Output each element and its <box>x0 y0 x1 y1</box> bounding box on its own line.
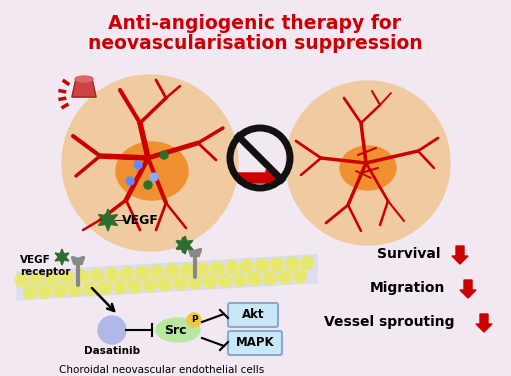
Circle shape <box>83 282 97 296</box>
Circle shape <box>150 173 158 181</box>
Circle shape <box>38 285 52 299</box>
Ellipse shape <box>75 76 93 82</box>
Text: MAPK: MAPK <box>236 337 274 350</box>
Circle shape <box>180 263 194 277</box>
Text: Anti-angiogenic therapy for: Anti-angiogenic therapy for <box>108 14 402 33</box>
Circle shape <box>165 264 179 278</box>
Circle shape <box>105 268 119 282</box>
Text: Migration: Migration <box>369 281 445 295</box>
Circle shape <box>75 269 89 284</box>
Polygon shape <box>72 79 96 97</box>
Circle shape <box>62 75 238 251</box>
Text: —: — <box>113 215 124 225</box>
FancyArrow shape <box>238 170 278 186</box>
Circle shape <box>128 279 142 293</box>
Circle shape <box>195 262 209 276</box>
Circle shape <box>68 283 82 297</box>
Circle shape <box>270 258 284 272</box>
Circle shape <box>53 284 67 298</box>
Circle shape <box>134 161 142 169</box>
Text: Akt: Akt <box>242 308 264 321</box>
Polygon shape <box>176 237 190 253</box>
Circle shape <box>113 280 127 294</box>
Circle shape <box>90 268 104 282</box>
FancyArrow shape <box>452 246 468 264</box>
Text: P: P <box>191 315 197 324</box>
Circle shape <box>15 273 29 287</box>
Circle shape <box>23 285 37 300</box>
Circle shape <box>286 81 450 245</box>
Circle shape <box>293 269 307 284</box>
FancyArrow shape <box>476 314 492 332</box>
Circle shape <box>188 276 202 290</box>
Text: Vessel sprouting: Vessel sprouting <box>324 315 455 329</box>
Circle shape <box>98 316 126 344</box>
Circle shape <box>158 277 172 291</box>
Ellipse shape <box>340 146 396 190</box>
Circle shape <box>300 256 314 270</box>
Circle shape <box>225 261 239 274</box>
Ellipse shape <box>156 318 200 342</box>
Circle shape <box>135 266 149 280</box>
Circle shape <box>160 151 168 159</box>
Text: VEGF
receptor: VEGF receptor <box>20 255 71 277</box>
Circle shape <box>45 271 59 285</box>
Circle shape <box>173 276 187 291</box>
Circle shape <box>278 270 292 284</box>
Text: Survival: Survival <box>377 247 440 261</box>
Circle shape <box>240 259 254 273</box>
FancyBboxPatch shape <box>228 303 278 327</box>
Circle shape <box>263 271 277 285</box>
Ellipse shape <box>116 142 188 200</box>
Polygon shape <box>55 249 69 265</box>
Circle shape <box>233 273 247 287</box>
Polygon shape <box>177 236 193 254</box>
FancyArrow shape <box>460 280 476 298</box>
Circle shape <box>98 281 112 295</box>
Circle shape <box>126 177 134 185</box>
Circle shape <box>285 257 299 271</box>
FancyBboxPatch shape <box>228 331 282 355</box>
Circle shape <box>120 267 134 281</box>
Circle shape <box>150 265 164 279</box>
Circle shape <box>218 274 232 288</box>
Text: neovascularisation suppression: neovascularisation suppression <box>88 34 422 53</box>
Polygon shape <box>99 209 118 231</box>
Circle shape <box>60 270 74 284</box>
Polygon shape <box>17 255 317 300</box>
Text: VEGF: VEGF <box>122 214 159 226</box>
Circle shape <box>143 278 157 292</box>
Text: Dasatinib: Dasatinib <box>84 346 140 356</box>
Circle shape <box>210 261 224 275</box>
Circle shape <box>203 275 217 289</box>
Circle shape <box>144 181 152 189</box>
Circle shape <box>187 313 201 327</box>
Text: Src: Src <box>164 323 186 337</box>
Circle shape <box>248 272 262 286</box>
Text: Choroidal neovascular endothelial cells: Choroidal neovascular endothelial cells <box>59 365 265 375</box>
Circle shape <box>255 259 269 273</box>
Circle shape <box>30 272 44 286</box>
